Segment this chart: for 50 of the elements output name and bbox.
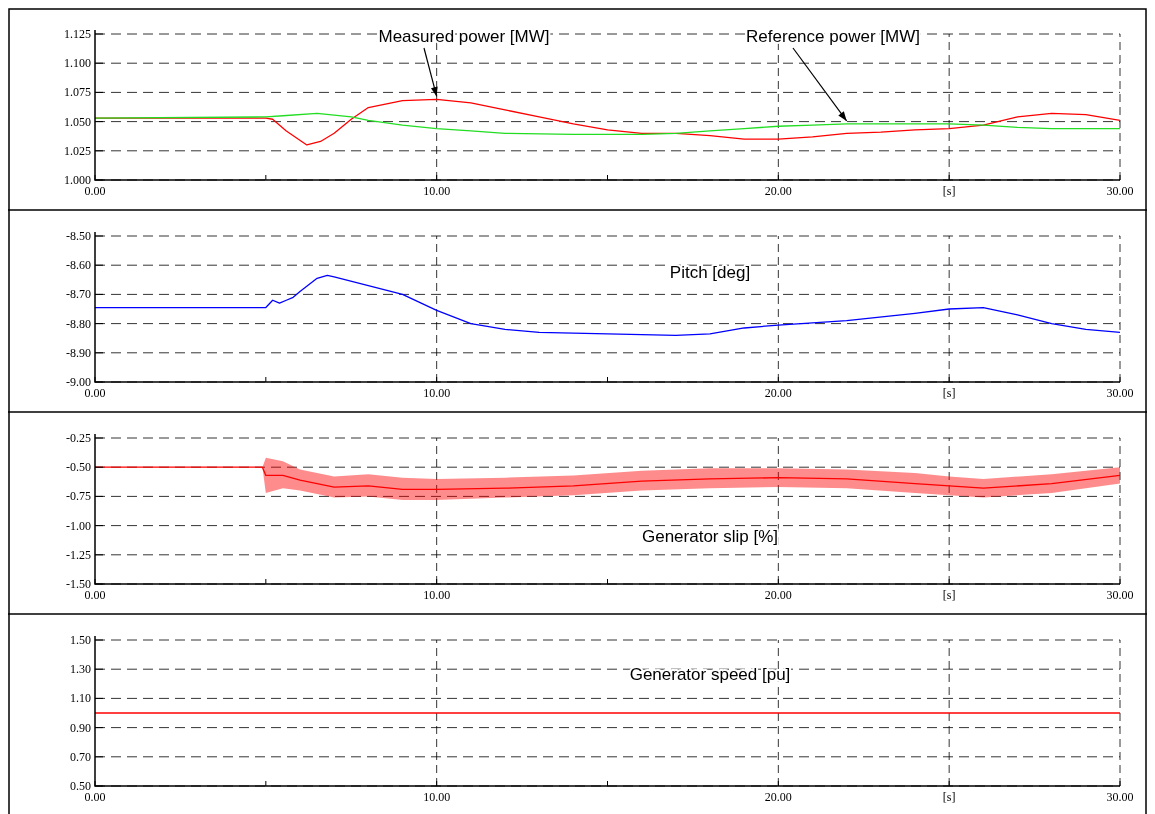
- y-tick-label: -9.00: [66, 375, 91, 389]
- text: Generator slip [%]: [641, 527, 779, 546]
- y-tick-label: 1.075: [64, 85, 91, 100]
- x-tick-label: 30.00: [1106, 790, 1134, 804]
- y-tick-label: 1.000: [64, 173, 91, 187]
- y-tick-label: -0.50: [66, 460, 91, 475]
- y-tick-label: 1.025: [64, 143, 91, 158]
- x-tick-label: 30.00: [1106, 184, 1134, 198]
- y-tick-label: 1.100: [64, 56, 91, 71]
- y-tick-label: -8.50: [66, 229, 91, 243]
- y-tick-label: -8.80: [66, 316, 91, 331]
- x-tick-label: 30.00: [1106, 386, 1134, 400]
- x-tick-label: 0.00: [84, 588, 106, 602]
- x-tick-label: 10.00: [423, 790, 451, 804]
- x-tick-label: 20.00: [764, 588, 792, 602]
- text: Reference power [MW]: [746, 27, 920, 46]
- x-tick-label: 10.00: [423, 588, 451, 602]
- y-tick-label: -1.50: [66, 577, 91, 591]
- x-tick-label: [s]: [942, 588, 956, 602]
- x-tick-label: 10.00: [423, 386, 451, 400]
- y-tick-label: 1.10: [70, 691, 91, 706]
- text: Measured power [MW]: [378, 27, 550, 46]
- x-tick-label: 0.00: [84, 184, 106, 198]
- y-tick-label: -0.75: [66, 489, 91, 504]
- x-tick-label: 0.00: [84, 790, 106, 804]
- y-tick-label: -8.70: [66, 287, 91, 302]
- x-tick-label: 20.00: [764, 386, 792, 400]
- x-tick-label: [s]: [942, 790, 956, 804]
- x-tick-label: [s]: [942, 386, 956, 400]
- series-label: Generator speed [pu]: [629, 665, 791, 684]
- y-tick-label: -1.00: [66, 518, 91, 533]
- text: Pitch [deg]: [669, 263, 751, 282]
- x-tick-label: 20.00: [764, 184, 792, 198]
- line-series: [94, 112, 1121, 136]
- y-tick-label: -1.25: [66, 547, 91, 562]
- y-tick-label: -0.25: [66, 431, 91, 445]
- y-tick-label: 0.70: [70, 749, 91, 764]
- x-tick-label: 0.00: [84, 386, 106, 400]
- y-tick-label: 1.050: [64, 114, 91, 129]
- y-tick-label: 0.90: [70, 720, 91, 735]
- x-tick-label: 30.00: [1106, 588, 1134, 602]
- y-tick-label: 1.50: [70, 633, 91, 647]
- x-tick-label: 20.00: [764, 790, 792, 804]
- y-tick-label: 0.50: [70, 779, 91, 793]
- y-tick-label: 1.125: [64, 27, 91, 41]
- x-tick-label: 10.00: [423, 184, 451, 198]
- y-tick-label: -8.90: [66, 345, 91, 360]
- y-tick-label: -8.60: [66, 258, 91, 273]
- x-tick-label: [s]: [942, 184, 956, 198]
- y-tick-label: 1.30: [70, 662, 91, 677]
